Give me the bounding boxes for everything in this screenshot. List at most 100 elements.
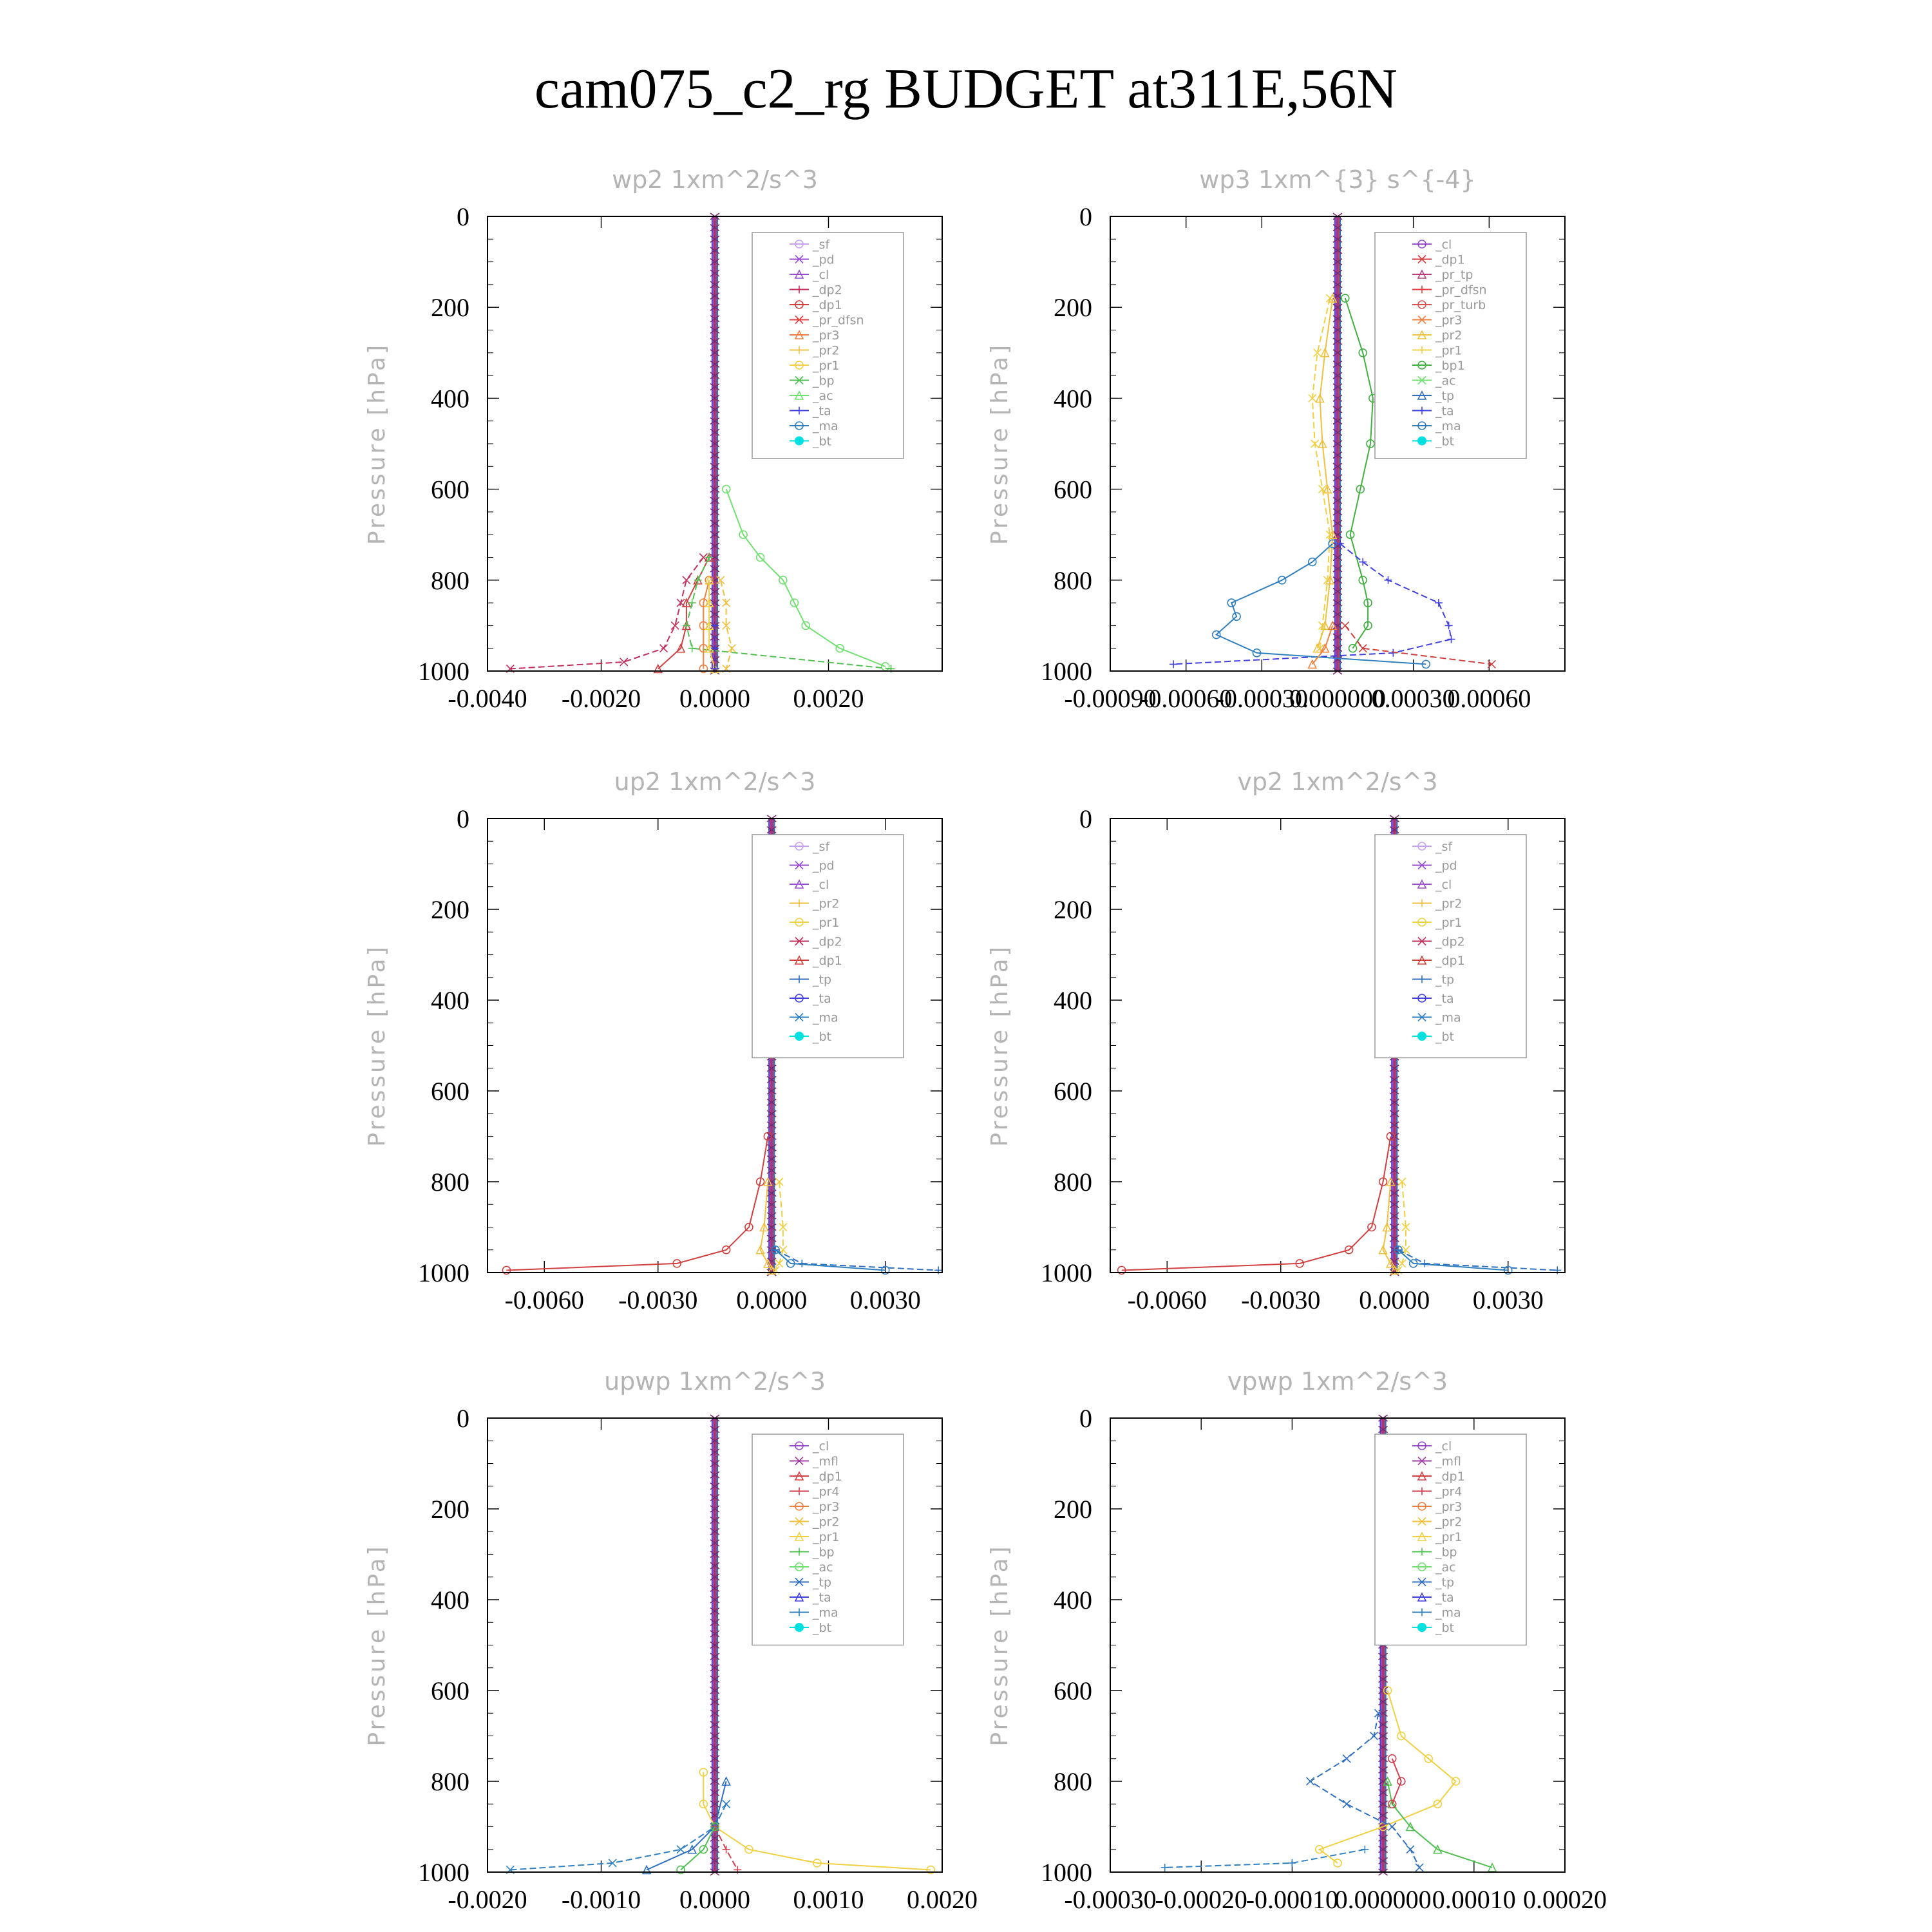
near-zero-marker [710, 485, 720, 493]
y-tick-label: 600 [431, 1676, 469, 1705]
legend-item: _pr_tp [1412, 268, 1473, 282]
legend-label: _pr3 [1435, 1500, 1462, 1514]
legend-label: _bt [1435, 435, 1454, 449]
series-dp1-line [1345, 625, 1492, 665]
legend-marker [795, 254, 804, 264]
x-tick-label: 0.0000 [1359, 1285, 1430, 1314]
near-zero-marker [710, 1641, 720, 1649]
legend-label: _ta [812, 992, 831, 1006]
y-tick-label: 0 [1079, 804, 1092, 833]
near-zero-marker [1378, 1755, 1388, 1763]
y-tick-label: 200 [431, 895, 469, 924]
series-pr2-marker [1312, 643, 1322, 653]
series-ma-marker [1503, 1265, 1513, 1275]
near-zero-marker [710, 1800, 720, 1808]
near-zero-marker [1378, 1675, 1388, 1683]
near-zero-marker [710, 531, 720, 538]
legend-item: _dp1 [790, 954, 842, 968]
series-ac-line [725, 489, 886, 667]
near-zero-marker [710, 1471, 720, 1479]
legend-label: _pd [812, 253, 835, 267]
near-zero-marker [1378, 1788, 1388, 1797]
near-zero-marker [710, 451, 720, 459]
legend-item: _pr_turb [1412, 298, 1486, 312]
near-zero-marker [1332, 633, 1343, 641]
legend-label: _pr3 [1435, 314, 1462, 328]
legend-item: _pd [790, 253, 835, 267]
near-zero-marker [1332, 235, 1343, 243]
series-ma-line [510, 1803, 727, 1871]
series-tp-marker [1406, 1845, 1415, 1854]
near-zero-marker [710, 1493, 720, 1502]
near-zero-marker [1389, 826, 1399, 834]
y-tick-label: 1000 [1041, 1258, 1092, 1287]
series-pr1-marker [926, 1865, 936, 1875]
series-pr1-marker [775, 1259, 784, 1268]
series-tp-marker [1342, 1754, 1351, 1763]
near-zero-marker [1332, 258, 1343, 266]
legend-item: _dp1 [1412, 954, 1465, 968]
legend-marker [1417, 955, 1427, 965]
legend-label: _dp1 [1435, 954, 1465, 968]
series-pr2-marker [1386, 1258, 1396, 1268]
legend-item: _dp1 [790, 298, 842, 312]
y-axis-label: Pressure [hPa] [364, 343, 390, 545]
legend-item: _bt [1412, 1621, 1454, 1635]
near-zero-marker [1332, 531, 1343, 538]
x-tick-label: -0.0030 [618, 1285, 697, 1314]
legend-item: _bt [1412, 1030, 1454, 1044]
legend-marker [1418, 346, 1426, 354]
legend-item: _dp2 [790, 283, 842, 298]
y-tick-label: 1000 [418, 657, 469, 686]
series-dp2-marker [670, 621, 679, 630]
near-zero-marker [710, 1482, 720, 1490]
near-zero-marker [1332, 372, 1343, 379]
near-zero-marker [710, 1788, 720, 1797]
y-tick-label: 800 [1054, 1767, 1092, 1796]
series-pr2-marker [1389, 1265, 1399, 1275]
legend-item: _bt [790, 1621, 831, 1635]
legend-label: _ac [812, 389, 833, 403]
near-zero-marker [710, 1755, 720, 1763]
series-dp1-marker [744, 1222, 753, 1232]
legend-label: _bp [1435, 1546, 1457, 1560]
legend-marker [795, 918, 804, 927]
legend-marker [1417, 1577, 1426, 1587]
series-bp1-marker [1356, 484, 1365, 494]
series-pr3-marker [699, 664, 708, 674]
near-zero-marker [1378, 1834, 1388, 1842]
series-bp-marker [1405, 1821, 1416, 1832]
legend-label: _pr2 [812, 897, 839, 911]
legend-item: _ac [1412, 1560, 1456, 1575]
series-tp-marker [772, 1245, 780, 1254]
near-zero-marker [1332, 440, 1343, 448]
near-zero-marker [710, 1550, 720, 1558]
legend-item: _pr1 [1412, 916, 1462, 930]
series-ta-line [1173, 543, 1452, 665]
y-tick-label: 600 [431, 1077, 469, 1106]
series-ta-marker [1447, 635, 1455, 643]
near-zero-marker [710, 1675, 720, 1683]
near-zero-marker [710, 383, 720, 391]
series-dp1-marker [1344, 1245, 1354, 1255]
near-zero-marker [1378, 1777, 1388, 1785]
series-dp1-marker [1378, 1177, 1388, 1186]
near-zero-marker [1332, 519, 1343, 527]
legend-marker [795, 1623, 804, 1632]
series-pr1-marker [699, 1799, 708, 1809]
x-tick-label: 0.0010 [793, 1885, 864, 1914]
y-tick-label: 800 [431, 1168, 469, 1197]
series-pr3-marker [1327, 620, 1338, 630]
series-pr1-line [1318, 1690, 1457, 1864]
series-pr1-marker [1313, 348, 1322, 357]
near-zero-marker [1378, 1846, 1388, 1853]
series-ta-marker [1434, 599, 1443, 607]
near-zero-marker [710, 247, 720, 254]
near-zero-marker [1332, 337, 1343, 345]
legend-marker [1417, 1032, 1426, 1041]
x-tick-label: -0.0030 [1241, 1285, 1320, 1314]
near-zero-marker [766, 1075, 777, 1084]
legend-label: _pr2 [1435, 897, 1462, 911]
legend-marker [1417, 421, 1426, 430]
series-bp1-marker [1345, 530, 1355, 540]
